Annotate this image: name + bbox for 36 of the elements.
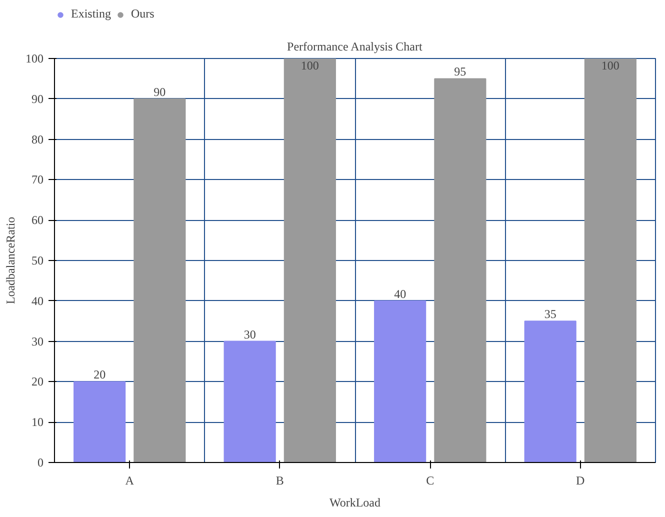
y-tick-label: 20 [32,374,44,389]
bar [74,381,126,462]
x-tick-label: B [276,474,284,488]
legend-label: Ours [131,6,154,22]
chart-title: Performance Analysis Chart [287,40,423,54]
data-label: 100 [300,58,319,72]
bar [584,58,636,462]
x-tick-label: D [576,474,586,488]
bar [434,78,486,462]
x-tick-label: A [125,474,134,488]
x-tick-label: C [426,474,434,488]
bar [374,300,426,462]
data-label: 90 [154,84,166,99]
y-tick-label: 10 [32,415,44,430]
data-label: 95 [454,64,466,79]
data-label: 30 [244,327,256,342]
y-tick-label: 100 [26,52,44,66]
x-axis-title: WorkLoad [329,496,381,510]
bar [224,340,276,462]
bar [524,320,576,462]
y-tick-label: 90 [32,92,44,106]
data-label: 100 [601,58,620,72]
data-label: 20 [94,368,106,382]
y-tick-label: 40 [32,294,44,308]
y-tick-label: 80 [32,132,44,146]
bar [284,58,336,462]
y-tick-label: 70 [32,172,44,187]
y-axis-title: LoadbalanceRatio [4,216,18,304]
y-tick-label: 60 [32,213,44,228]
data-label: 40 [394,286,406,301]
legend-label: Existing [71,6,112,22]
data-label: 35 [544,307,556,322]
y-tick-label: 30 [32,334,44,348]
bar [134,98,186,462]
y-tick-label: 0 [38,456,44,470]
y-tick-label: 50 [32,254,44,268]
